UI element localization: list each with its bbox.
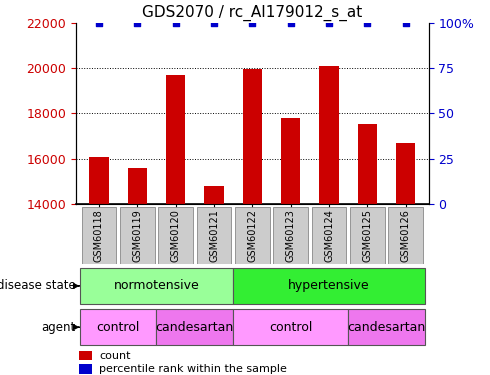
- Bar: [243, 69, 262, 375]
- Text: disease state: disease state: [0, 279, 79, 292]
- Text: GSM60125: GSM60125: [363, 209, 372, 262]
- Text: percentile rank within the sample: percentile rank within the sample: [99, 364, 287, 374]
- Point: [172, 20, 179, 26]
- FancyBboxPatch shape: [80, 309, 156, 345]
- Bar: [204, 186, 223, 375]
- Text: count: count: [99, 351, 130, 360]
- Bar: [79, 351, 92, 360]
- Text: agent: agent: [42, 321, 79, 334]
- Text: GSM60120: GSM60120: [171, 209, 181, 262]
- FancyBboxPatch shape: [233, 309, 348, 345]
- Point: [402, 20, 410, 26]
- Point: [95, 20, 103, 26]
- Text: candesartan: candesartan: [156, 321, 234, 334]
- FancyBboxPatch shape: [235, 207, 270, 264]
- Text: control: control: [269, 321, 313, 334]
- FancyBboxPatch shape: [158, 207, 193, 264]
- Bar: [89, 157, 109, 375]
- FancyBboxPatch shape: [156, 309, 233, 345]
- Text: GSM60118: GSM60118: [94, 209, 104, 262]
- FancyBboxPatch shape: [82, 207, 116, 264]
- Text: GSM60126: GSM60126: [401, 209, 411, 262]
- Point: [364, 20, 371, 26]
- Bar: [396, 143, 416, 375]
- Text: GSM60119: GSM60119: [132, 209, 142, 262]
- Point: [287, 20, 294, 26]
- Text: control: control: [97, 321, 140, 334]
- Text: candesartan: candesartan: [347, 321, 426, 334]
- Bar: [166, 75, 185, 375]
- Text: normotensive: normotensive: [114, 279, 199, 292]
- Text: hypertensive: hypertensive: [288, 279, 370, 292]
- FancyBboxPatch shape: [233, 268, 425, 304]
- Point: [210, 20, 218, 26]
- Text: GSM60121: GSM60121: [209, 209, 219, 262]
- Bar: [281, 118, 300, 375]
- FancyBboxPatch shape: [348, 309, 425, 345]
- Title: GDS2070 / rc_AI179012_s_at: GDS2070 / rc_AI179012_s_at: [142, 5, 363, 21]
- Text: GSM60122: GSM60122: [247, 209, 257, 262]
- Point: [248, 20, 256, 26]
- Bar: [358, 124, 377, 375]
- FancyBboxPatch shape: [312, 207, 346, 264]
- FancyBboxPatch shape: [273, 207, 308, 264]
- FancyBboxPatch shape: [389, 207, 423, 264]
- FancyBboxPatch shape: [350, 207, 385, 264]
- Bar: [128, 168, 147, 375]
- FancyBboxPatch shape: [197, 207, 231, 264]
- Bar: [79, 364, 92, 374]
- FancyBboxPatch shape: [120, 207, 154, 264]
- Text: GSM60123: GSM60123: [286, 209, 295, 262]
- Point: [133, 20, 141, 26]
- Point: [325, 20, 333, 26]
- FancyBboxPatch shape: [80, 268, 233, 304]
- Bar: [319, 66, 339, 375]
- Text: GSM60124: GSM60124: [324, 209, 334, 262]
